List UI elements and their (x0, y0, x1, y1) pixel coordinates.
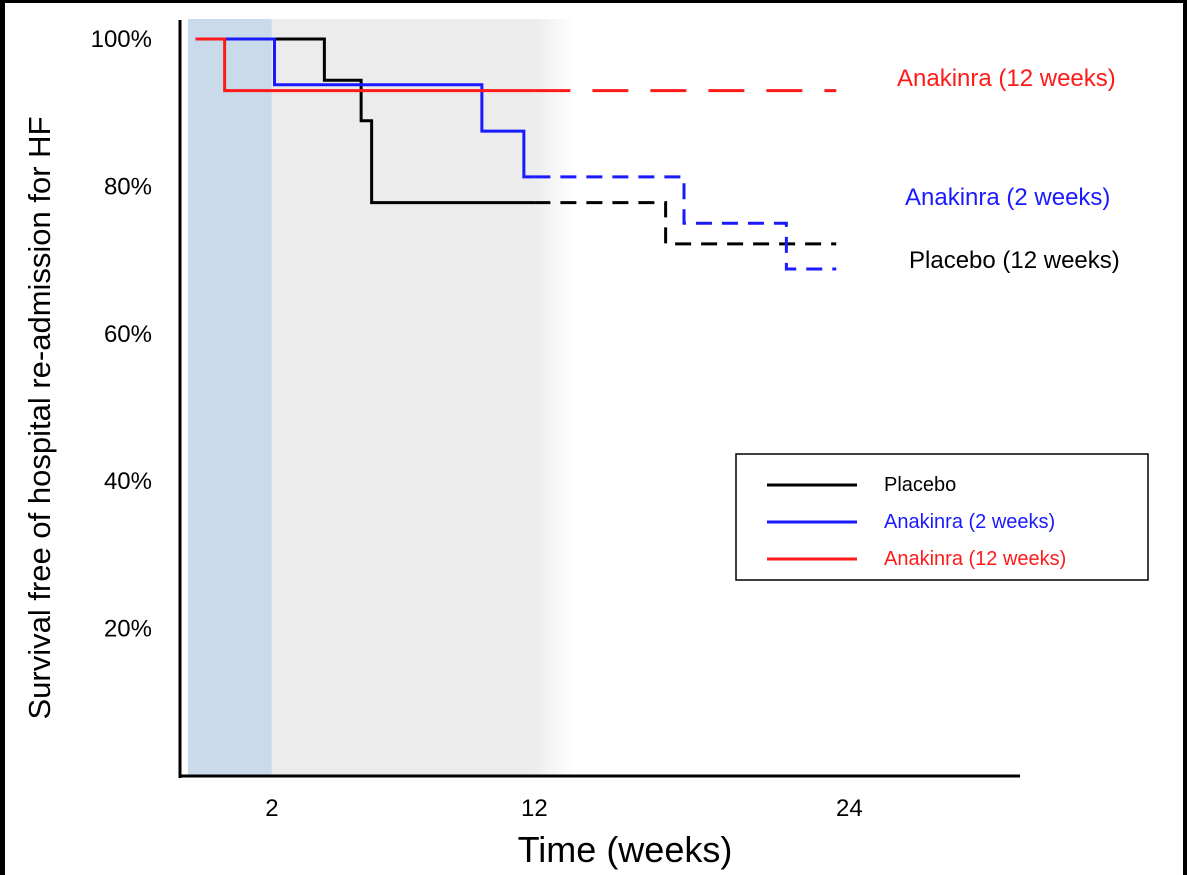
x-tick-label: 24 (836, 795, 863, 822)
x-tick-label: 12 (521, 795, 548, 822)
treatment-period-bands (187, 19, 575, 776)
y-tick-label: 80% (104, 173, 152, 200)
x-tick-label: 2 (265, 795, 278, 822)
y-tick-label: 40% (104, 468, 152, 495)
y-tick-labels: 20% 40% 60% 80% 100% (91, 26, 152, 643)
anakinra-2-weeks-end-label: Anakinra (2 weeks) (905, 184, 1110, 211)
y-tick-label: 20% (104, 616, 152, 643)
x-tick-labels: 2 12 24 (265, 795, 863, 822)
y-tick-label: 100% (91, 26, 152, 53)
series-end-labels: Placebo (12 weeks) Anakinra (2 weeks) Anak… (897, 65, 1120, 274)
x-axis-title: Time (weeks) (518, 829, 733, 870)
placebo-curve-solid (195, 37, 535, 205)
survival-curves (195, 37, 837, 271)
legend-items: Placebo Anakinra (2 weeks) Anakinra (12 we… (767, 474, 1066, 570)
legend-label-placebo: Placebo (884, 474, 956, 496)
axes (178, 20, 1020, 778)
shaded-band-fade (534, 19, 575, 776)
y-axis-title: Survival free of hospital re-admission f… (22, 116, 57, 719)
legend-label-anakinra-12-weeks: Anakinra (12 weeks) (884, 548, 1066, 570)
anakinra-12-weeks-end-label: Anakinra (12 weeks) (897, 65, 1116, 92)
anakinra-2-weeks-curve-dashed (534, 175, 837, 271)
legend: Placebo Anakinra (2 weeks) Anakinra (12 we… (735, 453, 1149, 581)
y-tick-label: 60% (104, 321, 152, 348)
anakinra-12-weeks-curve-solid (195, 37, 535, 93)
placebo-12-weeks-end-label: Placebo (12 weeks) (909, 247, 1120, 274)
anakinra-2-weeks-curve-solid (195, 37, 535, 179)
legend-label-anakinra-2-weeks: Anakinra (2 weeks) (884, 511, 1055, 533)
shaded-band-1 (271, 19, 535, 776)
shaded-band-0 (187, 19, 272, 776)
placebo-curve-dashed (534, 201, 837, 246)
